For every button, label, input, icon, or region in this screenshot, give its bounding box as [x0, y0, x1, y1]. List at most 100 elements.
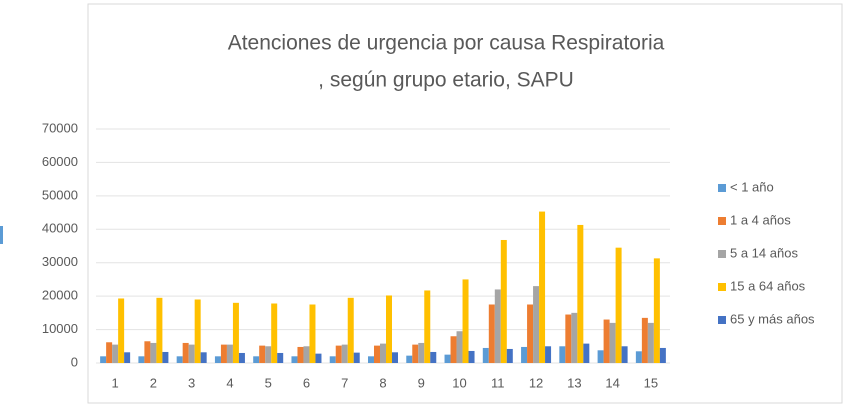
bar — [315, 353, 322, 363]
bar — [545, 346, 552, 363]
bar — [238, 352, 245, 363]
x-tick-label: 13 — [567, 375, 581, 390]
bar — [577, 224, 584, 363]
bar — [500, 239, 507, 363]
legend-swatch — [718, 316, 726, 324]
bar — [259, 345, 266, 363]
bar — [468, 350, 475, 363]
bar — [368, 356, 374, 363]
bar — [291, 356, 298, 363]
legend-label: < 1 año — [730, 179, 774, 194]
x-tick-label: 5 — [265, 375, 272, 390]
bar — [565, 314, 572, 363]
bar — [124, 352, 131, 363]
x-tick-label: 6 — [303, 375, 310, 390]
chart-title: Atenciones de urgencia por causa Respira… — [228, 32, 665, 55]
chart-title: , según grupo etario, SAPU — [318, 69, 574, 92]
legend-label: 15 a 64 años — [730, 278, 806, 293]
bar — [450, 336, 457, 363]
y-tick-label: 30000 — [42, 254, 78, 269]
bar — [200, 352, 207, 363]
bar — [615, 247, 622, 363]
bar — [303, 346, 310, 363]
y-tick-label: 50000 — [42, 187, 78, 202]
bar — [220, 344, 227, 363]
legend-label: 5 a 14 años — [730, 245, 798, 260]
bar — [265, 346, 272, 363]
bar — [138, 356, 145, 363]
legend-swatch — [718, 250, 726, 258]
bar — [329, 356, 336, 363]
bar — [482, 347, 489, 363]
bar — [392, 352, 398, 363]
y-tick-label: 10000 — [42, 321, 78, 336]
legend-label: 65 y más años — [730, 311, 815, 326]
bar — [297, 346, 304, 363]
bar — [653, 258, 660, 363]
bar — [603, 319, 610, 363]
bar — [609, 322, 616, 363]
x-tick-label: 12 — [529, 375, 543, 390]
bar — [118, 298, 125, 363]
bar — [430, 351, 437, 363]
bar — [533, 286, 540, 363]
bar — [506, 348, 513, 363]
bar — [635, 351, 642, 363]
bar — [309, 304, 316, 363]
legend-label: 1 a 4 años — [730, 212, 791, 227]
x-tick-label: 9 — [418, 375, 425, 390]
bar — [641, 317, 648, 363]
y-tick-label: 60000 — [42, 154, 78, 169]
x-tick-label: 10 — [452, 375, 466, 390]
bar — [412, 344, 419, 363]
bar — [386, 295, 392, 363]
bar — [341, 344, 348, 363]
bar — [571, 312, 578, 363]
legend-swatch — [718, 283, 726, 291]
bar — [150, 342, 157, 363]
x-tick-label: 15 — [644, 375, 658, 390]
x-tick-label: 7 — [341, 375, 348, 390]
edge-marker — [0, 226, 3, 244]
bar — [559, 346, 566, 363]
bar — [527, 304, 534, 363]
bar — [583, 343, 590, 363]
bar — [277, 352, 284, 363]
y-tick-label: 0 — [71, 354, 78, 369]
x-tick-label: 1 — [112, 375, 119, 390]
bar — [162, 351, 169, 363]
bar — [456, 331, 463, 363]
bar — [597, 350, 604, 363]
bar — [226, 344, 233, 363]
y-tick-label: 70000 — [42, 120, 78, 135]
bar — [144, 341, 151, 363]
x-tick-label: 14 — [605, 375, 619, 390]
bar — [647, 322, 654, 363]
bar — [418, 342, 425, 363]
bar — [194, 299, 201, 363]
bar — [374, 345, 380, 363]
y-tick-label: 20000 — [42, 288, 78, 303]
bar — [539, 211, 546, 363]
legend-swatch — [718, 184, 726, 192]
x-tick-label: 11 — [491, 375, 505, 390]
bar — [253, 356, 260, 363]
bar — [621, 346, 628, 363]
bar — [424, 290, 431, 363]
bar — [182, 342, 189, 363]
bar — [112, 344, 119, 363]
bar — [335, 345, 342, 363]
bar — [106, 342, 113, 363]
x-tick-label: 3 — [188, 375, 195, 390]
bar — [521, 346, 528, 363]
bar — [488, 304, 495, 363]
bar — [214, 356, 221, 363]
bar — [176, 356, 183, 363]
x-tick-label: 8 — [379, 375, 386, 390]
bar — [444, 354, 451, 363]
bar — [353, 352, 360, 363]
x-tick-label: 4 — [226, 375, 233, 390]
bar — [100, 356, 107, 363]
bar — [347, 297, 354, 363]
